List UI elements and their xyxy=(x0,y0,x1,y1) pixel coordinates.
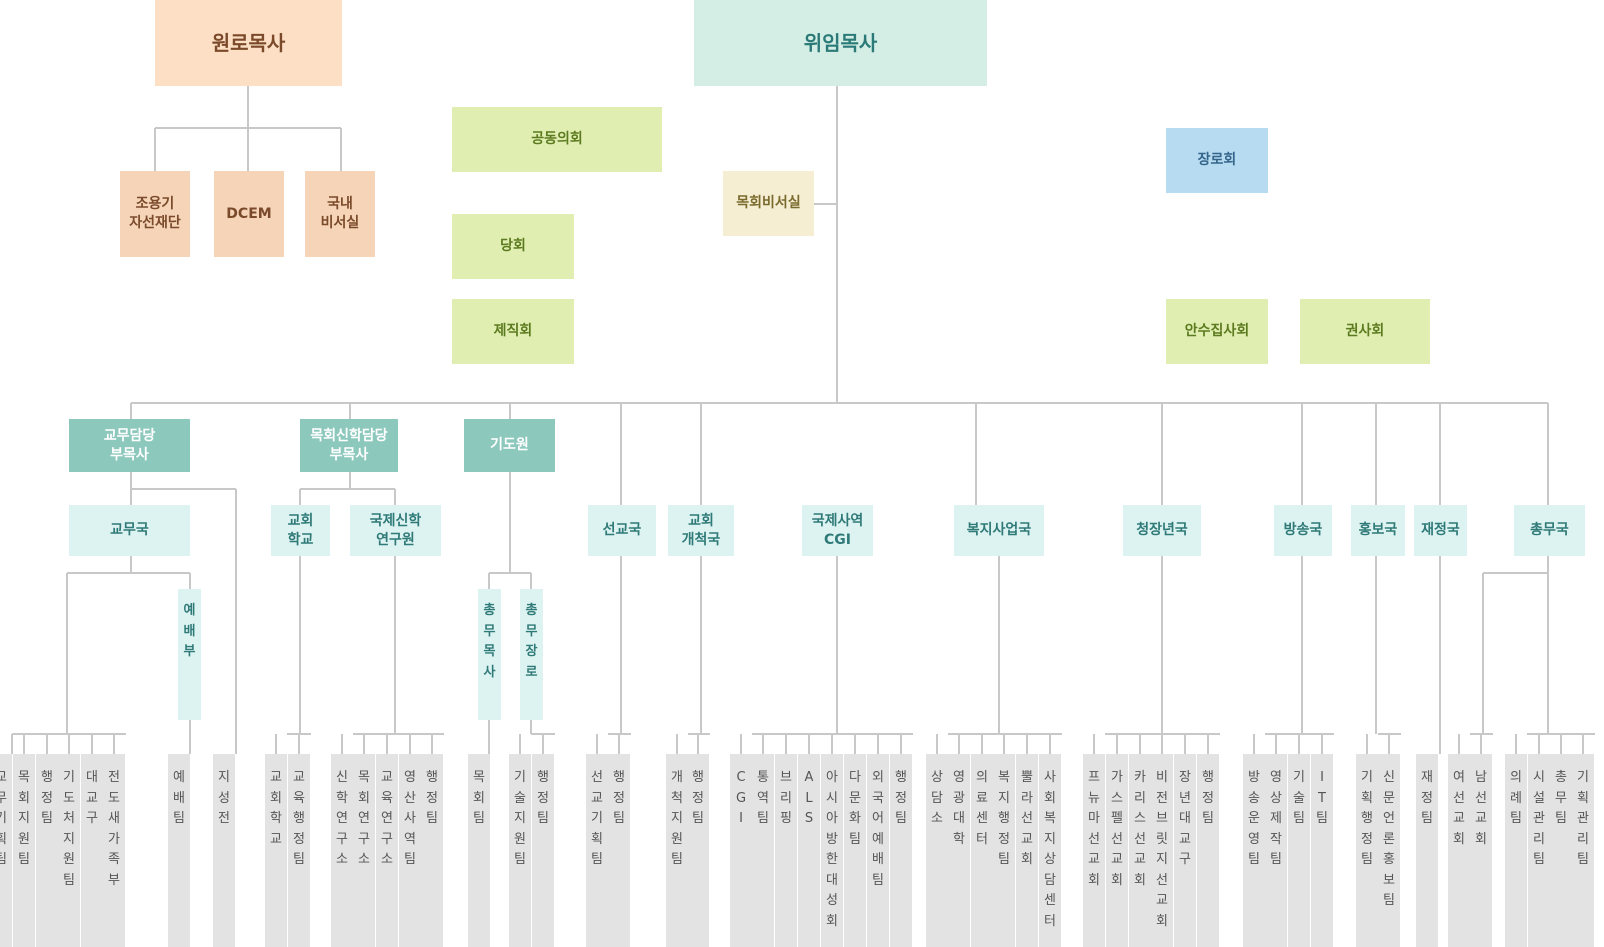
emeritus-child-secretary: 국내 비서실 xyxy=(305,171,375,257)
dept-academic: 교무국 xyxy=(69,505,190,556)
joint-council-box: 공동의회 xyxy=(452,107,662,172)
prayer-mountain-box: 기도원 xyxy=(464,419,555,472)
session-box: 당회 xyxy=(452,214,574,279)
dept-theology: 국제신학 연구원 xyxy=(350,505,441,556)
associate-academic-box: 교무담당 부목사 xyxy=(69,419,190,472)
emeritus-pastor-box: 원로목사 xyxy=(155,0,342,86)
exhorters-box: 권사회 xyxy=(1300,299,1430,364)
emeritus-child-foundation: 조용기 자선재단 xyxy=(120,171,190,257)
secretary-office-box: 목회비서실 xyxy=(723,171,814,236)
dept-general: 총무국 xyxy=(1514,505,1585,556)
dept-youth: 청장년국 xyxy=(1123,505,1201,556)
associate-theology-box: 목회신학담당 부목사 xyxy=(300,419,398,472)
dept-pr: 홍보국 xyxy=(1351,505,1405,556)
dept-church-school: 교회 학교 xyxy=(271,505,330,556)
dept-missions: 선교국 xyxy=(588,505,656,556)
senior-pastor-box: 위임목사 xyxy=(694,0,987,86)
officers-box: 제직회 xyxy=(452,299,574,364)
dept-broadcast: 방송국 xyxy=(1274,505,1332,556)
dept-cgi: 국제사역 CGI xyxy=(802,505,873,556)
ordained-deacons-box: 안수집사회 xyxy=(1166,299,1268,364)
dept-planting: 교회 개척국 xyxy=(668,505,734,556)
elders-box: 장로회 xyxy=(1166,128,1268,193)
dept-welfare: 복지사업국 xyxy=(954,505,1044,556)
dept-finance: 재정국 xyxy=(1414,505,1467,556)
emeritus-child-dcem: DCEM xyxy=(214,171,284,257)
